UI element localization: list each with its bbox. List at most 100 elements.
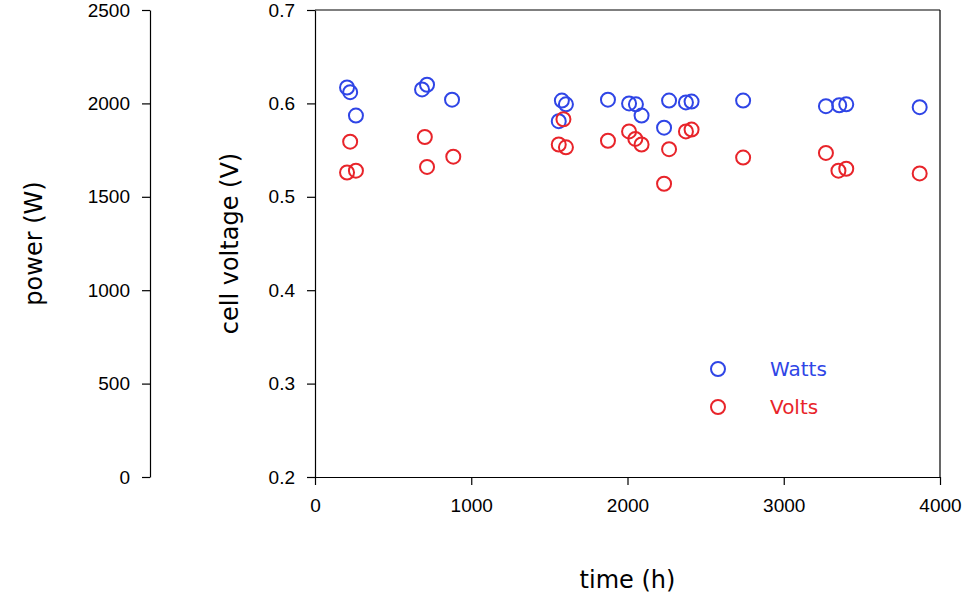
tick-mark bbox=[142, 290, 150, 291]
y-axis-title: cell voltage (V) bbox=[216, 153, 244, 334]
tick-mark bbox=[307, 384, 315, 385]
tick: 2000 bbox=[88, 93, 150, 114]
tick: 0.2 bbox=[269, 467, 315, 488]
tick-mark bbox=[142, 477, 150, 478]
legend-marker bbox=[711, 362, 725, 376]
tick: 1000 bbox=[451, 477, 493, 516]
legend-label: Volts bbox=[770, 395, 818, 419]
tick-mark bbox=[315, 477, 316, 485]
y-axis: 0.2 0.3 0.4 0.5 0.6 0.7 bbox=[269, 0, 316, 488]
point bbox=[736, 151, 750, 165]
point bbox=[839, 162, 853, 176]
point bbox=[418, 130, 432, 144]
point bbox=[349, 164, 363, 178]
tick-label: 0 bbox=[310, 495, 321, 516]
point bbox=[685, 123, 699, 137]
point bbox=[559, 97, 573, 111]
point bbox=[556, 112, 570, 126]
tick-mark bbox=[307, 290, 315, 291]
tick-label: 2000 bbox=[88, 93, 130, 114]
tick-label: 0.5 bbox=[269, 186, 295, 207]
tick-label: 2500 bbox=[88, 0, 130, 21]
point bbox=[340, 81, 354, 95]
tick-label: 500 bbox=[98, 373, 130, 394]
tick-label: 0 bbox=[119, 467, 130, 488]
legend: Watts Volts bbox=[711, 357, 827, 419]
tick-mark bbox=[307, 10, 315, 11]
tick: 0.4 bbox=[269, 280, 315, 301]
point bbox=[736, 94, 750, 108]
tick-label: 2000 bbox=[607, 495, 649, 516]
tick-mark bbox=[940, 477, 941, 485]
tick: 0 bbox=[119, 467, 150, 488]
tick-mark bbox=[142, 197, 150, 198]
tick: 0.5 bbox=[269, 186, 315, 207]
point bbox=[349, 109, 363, 123]
y2-axis-line bbox=[150, 11, 151, 478]
point bbox=[635, 109, 649, 123]
tick: 0.7 bbox=[269, 0, 315, 21]
tick: 0.3 bbox=[269, 373, 315, 394]
tick-mark bbox=[307, 477, 315, 478]
point bbox=[819, 99, 833, 113]
point bbox=[420, 78, 434, 92]
y2-axis: 0 500 1000 1500 2000 2500 bbox=[88, 0, 151, 488]
point bbox=[913, 100, 927, 114]
tick-label: 3000 bbox=[763, 495, 805, 516]
legend-marker bbox=[711, 400, 725, 414]
tick: 1500 bbox=[88, 186, 150, 207]
tick: 0.6 bbox=[269, 93, 315, 114]
y-axis-line bbox=[315, 11, 316, 478]
point bbox=[913, 166, 927, 180]
tick-label: 1000 bbox=[451, 495, 493, 516]
point bbox=[343, 135, 357, 149]
point bbox=[657, 121, 671, 135]
point bbox=[819, 146, 833, 160]
point bbox=[662, 94, 676, 108]
tick-label: 0.7 bbox=[269, 0, 295, 21]
tick-mark bbox=[142, 384, 150, 385]
point bbox=[635, 137, 649, 151]
plot-frame bbox=[939, 10, 940, 477]
tick-mark bbox=[142, 10, 150, 11]
series bbox=[340, 112, 927, 190]
tick-label: 1500 bbox=[88, 186, 130, 207]
point bbox=[555, 94, 569, 108]
point bbox=[445, 93, 459, 107]
tick-mark bbox=[627, 477, 628, 485]
tick-mark bbox=[471, 477, 472, 485]
chart: 0 1000 2000 3000 4000 0.2 0.3 0.4 0.5 0.6 0.7 0 500 1… bbox=[0, 0, 980, 608]
tick-label: 1000 bbox=[88, 280, 130, 301]
point bbox=[343, 85, 357, 99]
x-axis: 0 1000 2000 3000 4000 bbox=[310, 477, 961, 516]
tick-label: 4000 bbox=[919, 495, 961, 516]
tick: 4000 bbox=[919, 477, 961, 516]
tick-label: 0.2 bbox=[269, 467, 295, 488]
legend-label: Watts bbox=[770, 357, 827, 381]
plot-area bbox=[340, 78, 927, 191]
tick-label: 0.3 bbox=[269, 373, 295, 394]
tick-mark bbox=[142, 103, 150, 104]
point bbox=[420, 160, 434, 174]
tick: 0 bbox=[310, 477, 321, 516]
tick: 2500 bbox=[88, 0, 150, 21]
x-axis-title: time (h) bbox=[580, 566, 676, 594]
tick-mark bbox=[307, 103, 315, 104]
tick-label: 0.6 bbox=[269, 93, 295, 114]
point bbox=[662, 142, 676, 156]
point bbox=[657, 177, 671, 191]
point bbox=[601, 134, 615, 148]
tick: 500 bbox=[98, 373, 150, 394]
point bbox=[685, 95, 699, 109]
tick-mark bbox=[307, 197, 315, 198]
tick: 2000 bbox=[607, 477, 649, 516]
point bbox=[601, 93, 615, 107]
tick: 1000 bbox=[88, 280, 150, 301]
tick-mark bbox=[784, 477, 785, 485]
plot-frame bbox=[315, 9, 940, 10]
point bbox=[559, 140, 573, 154]
tick: 3000 bbox=[763, 477, 805, 516]
y2-axis-title: power (W) bbox=[20, 181, 48, 305]
point bbox=[839, 97, 853, 111]
point bbox=[446, 150, 460, 164]
